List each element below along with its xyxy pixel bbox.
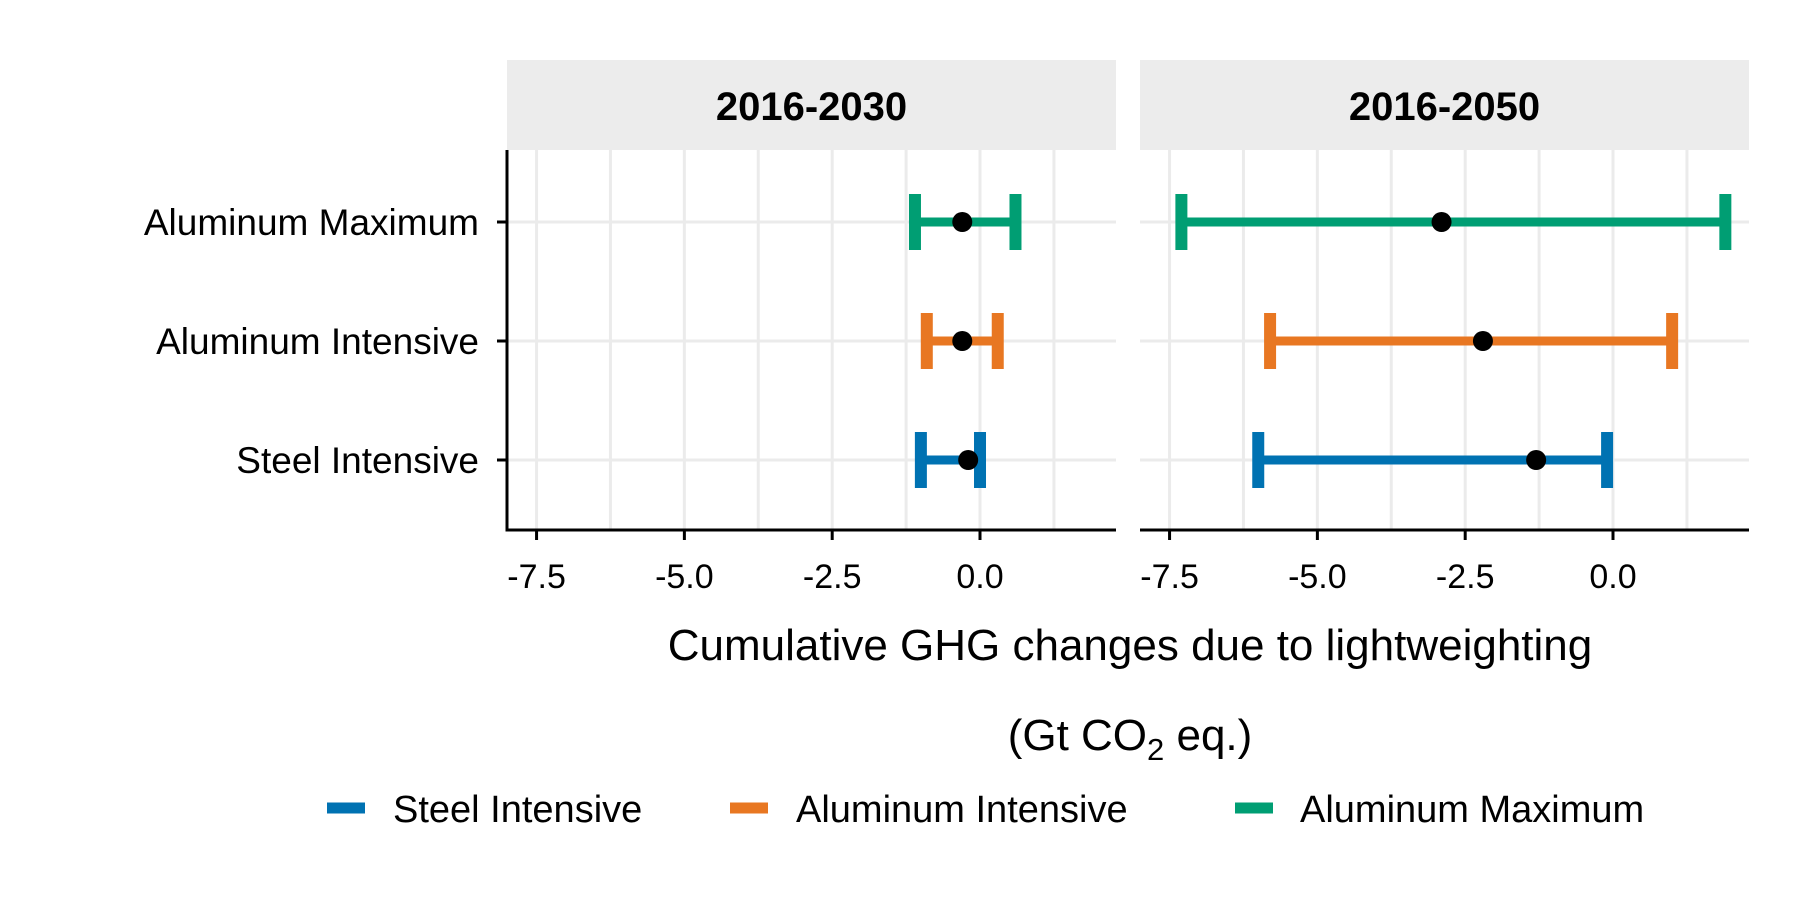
x-tick-label: -2.5 [803,558,862,596]
legend: Steel Intensive Aluminum Intensive Aluminu… [327,789,1644,831]
panel-2016-2030: 2016-2030 -7.5 -5.0 -2.5 0.0 [507,60,1116,596]
mean-point [1526,450,1547,470]
category-axis: Aluminum Maximum Aluminum Intensive Steel … [144,150,509,532]
mean-point [1472,331,1493,351]
legend-item: Steel Intensive [327,789,642,831]
panel-strip [507,60,1116,150]
errorbar-aluminum-maximum [908,194,1022,250]
panel-strip-label: 2016-2050 [1349,85,1540,129]
x-tick-label: 0.0 [956,558,1003,596]
mean-point [952,331,973,351]
x-axis-unit: (Gt CO2 eq.) [1008,711,1253,767]
x-tick-label: -5.0 [1288,558,1347,596]
panel-2016-2050: 2016-2050 -7.5 -5.0 -2.5 0.0 [1140,60,1749,596]
legend-label: Aluminum Maximum [1300,789,1644,831]
errorbar-steel-intensive [1252,432,1614,488]
legend-item: Aluminum Maximum [1235,789,1644,831]
mean-point [1431,212,1452,232]
x-axis-title: Cumulative GHG changes due to lightweigh… [668,621,1593,670]
errorbar-aluminum-intensive [920,313,1004,369]
mean-point [952,212,973,232]
y-category-label: Steel Intensive [236,440,479,481]
x-tick-label: -7.5 [507,558,566,596]
x-tick-label: 0.0 [1589,558,1636,596]
y-category-label: Aluminum Maximum [144,202,479,243]
x-tick-label: -5.0 [655,558,714,596]
errorbar-steel-intensive [914,432,987,488]
panels-layer: 2016-2030 -7.5 -5.0 -2.5 0.0 2016-2050 -7.5 -5.… [507,60,1749,596]
legend-item: Aluminum Intensive [730,789,1128,831]
x-tick-label: -7.5 [1140,558,1199,596]
y-category-label: Aluminum Intensive [156,321,479,362]
legend-label: Steel Intensive [393,789,642,831]
legend-label: Aluminum Intensive [796,789,1128,831]
panel-strip-label: 2016-2030 [716,85,907,129]
mean-point [958,450,979,470]
x-tick-label: -2.5 [1436,558,1495,596]
panel-strip [1140,60,1749,150]
gridlines [507,150,1116,530]
errorbar-aluminum-intensive [1264,313,1679,369]
errorbar-aluminum-maximum [1175,194,1732,250]
